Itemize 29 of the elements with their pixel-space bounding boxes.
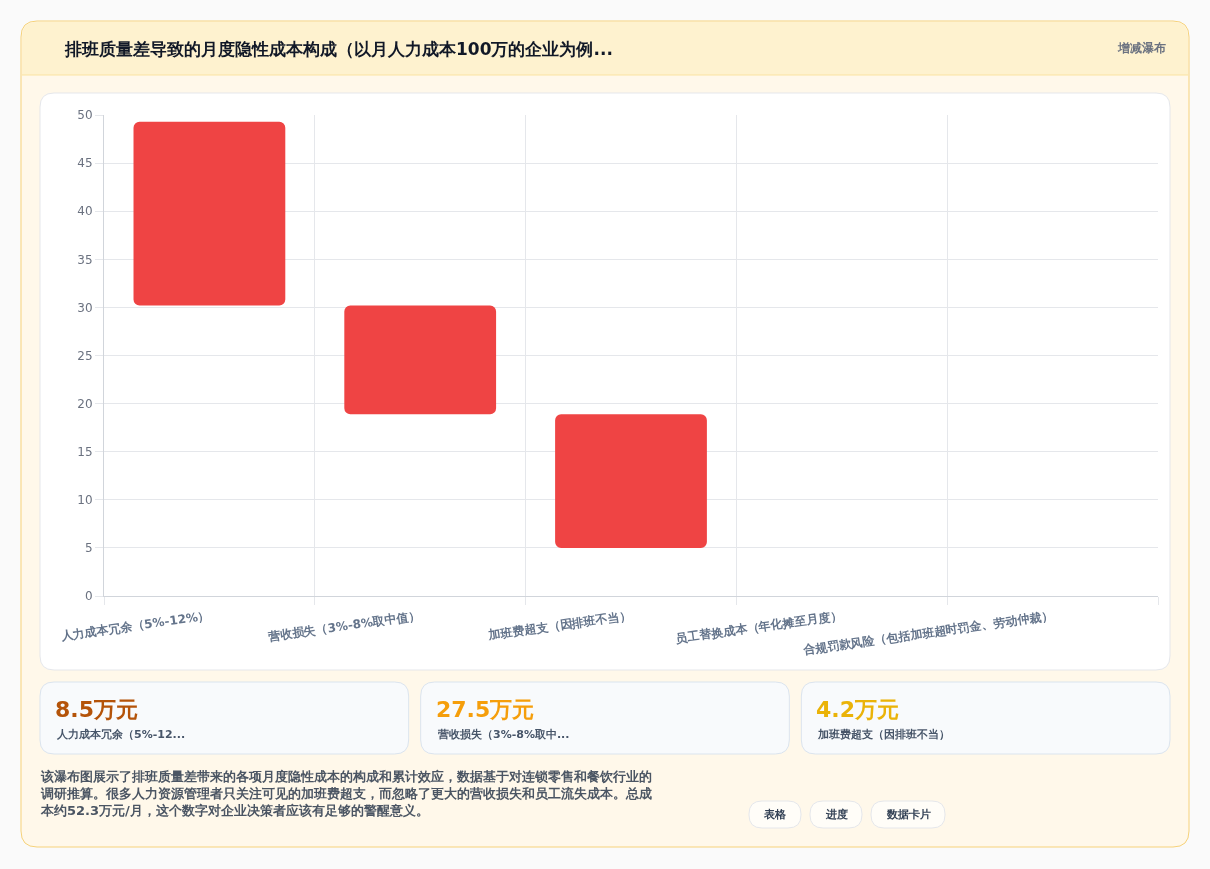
y-tick-label: 10: [77, 493, 93, 507]
text: 27.5万元: [436, 697, 535, 722]
x-tick-label: 营收损失（3%-8%取中值）: [266, 608, 422, 644]
y-tick-label: 50: [77, 108, 93, 123]
category-label: 加班费超支（因排班不当）: [817, 728, 950, 741]
text: 数据卡片: [886, 808, 931, 821]
text: 表格: [763, 808, 787, 821]
text: 增减瀑布: [1117, 41, 1166, 55]
chart-title: 排班质量差导致的月度隐性成本构成（以月人力成本100万的企业为例...: [64, 39, 613, 59]
text: 8.5万元: [55, 697, 138, 722]
x-tick-label: 加班费超支（因排班不当）: [486, 608, 633, 643]
text: 该瀑布图展示了排班质量差带来的各项月度隐性成本的构成和累计效应，数据基于对连锁零售和餐饮行业的调研推算。很多人力资源管理者只关注可见的加班费超支，而忽略了更大的营收损失和员工流失成本。总成本约52.3万元/月，这个数字对企业决策者应该有足够的警醒意义。: [40, 769, 652, 818]
category-label: 营收损失（3%-8%取中...: [437, 728, 570, 741]
bar: [133, 121, 286, 306]
y-tick-label: 30: [77, 300, 93, 315]
y-tick-label: 20: [77, 396, 93, 411]
y-tick-label: 35: [77, 252, 93, 267]
x-tick-label: 人力成本冗余（5%-12%）: [59, 608, 211, 644]
y-tick-label: 45: [77, 156, 93, 171]
y-tick-label: 5: [84, 541, 93, 556]
y-tick-label: 0: [84, 589, 93, 604]
text: 4.2万元: [816, 697, 899, 722]
bar: [555, 414, 707, 548]
text: 进度: [825, 808, 848, 821]
y-tick-label: 15: [77, 444, 93, 459]
category-label: 人力成本冗余（5%-12...: [56, 728, 186, 741]
y-tick-label: 40: [77, 204, 93, 219]
bar: [344, 305, 497, 415]
y-tick-label: 25: [77, 348, 93, 363]
